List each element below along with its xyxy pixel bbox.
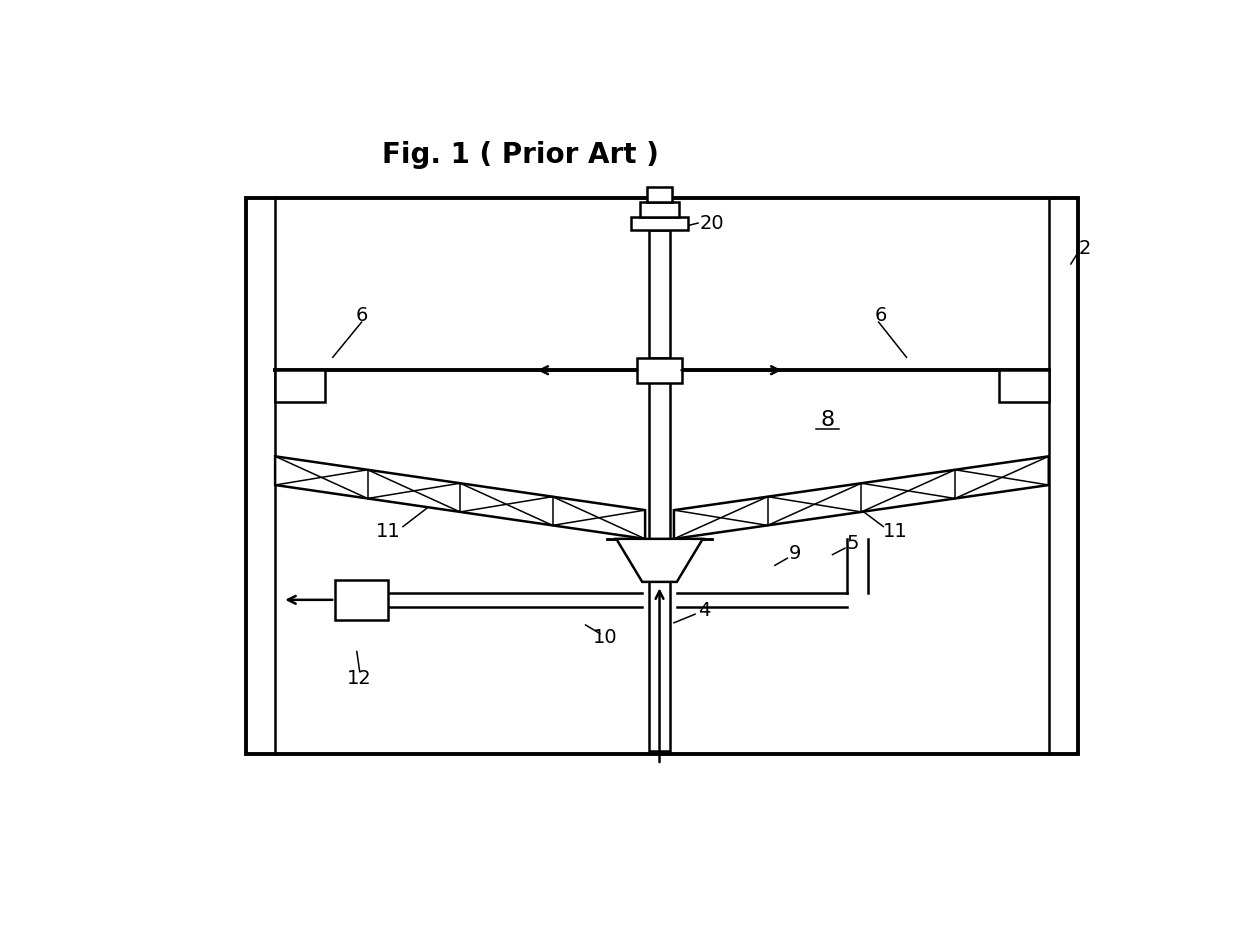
Text: 8: 8 xyxy=(821,410,835,431)
Polygon shape xyxy=(275,457,645,539)
Bar xyxy=(647,187,672,201)
Bar xyxy=(637,358,682,383)
Bar xyxy=(335,580,388,620)
Text: 6: 6 xyxy=(874,306,887,325)
Text: 4: 4 xyxy=(698,601,711,620)
Bar xyxy=(275,370,325,403)
Text: 20: 20 xyxy=(701,213,724,233)
Bar xyxy=(998,370,1049,403)
Text: 6: 6 xyxy=(356,306,368,325)
Polygon shape xyxy=(616,539,703,582)
Bar xyxy=(640,201,678,217)
Text: 12: 12 xyxy=(347,669,372,688)
Text: 10: 10 xyxy=(593,627,618,647)
Text: 9: 9 xyxy=(789,543,801,563)
Text: Fig. 1 ( Prior Art ): Fig. 1 ( Prior Art ) xyxy=(382,141,658,169)
Bar xyxy=(649,366,670,750)
Text: 5: 5 xyxy=(847,534,859,554)
Text: 11: 11 xyxy=(376,522,401,541)
Text: 2: 2 xyxy=(1079,239,1091,257)
Polygon shape xyxy=(675,457,1049,539)
Bar xyxy=(247,198,1078,754)
Bar xyxy=(631,217,688,230)
Text: 11: 11 xyxy=(883,522,908,541)
Bar xyxy=(649,230,670,358)
